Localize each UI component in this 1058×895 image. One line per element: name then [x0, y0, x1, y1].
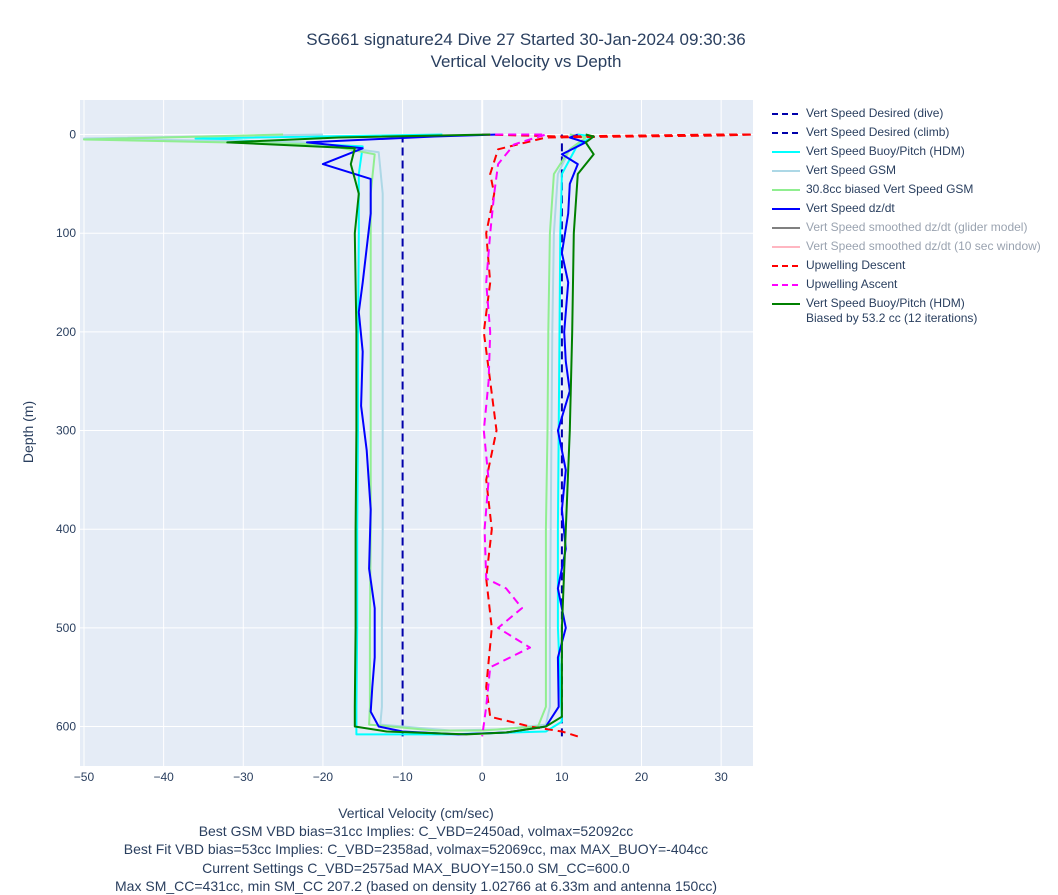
- y-tick-label: 400: [56, 522, 76, 536]
- legend-item[interactable]: Vert Speed Buoy/Pitch (HDM) Biased by 53…: [770, 296, 1041, 330]
- y-tick-label: 500: [56, 621, 76, 635]
- series-traces: [83, 133, 753, 738]
- x-tick-label: 30: [714, 770, 728, 784]
- note-line: Best Fit VBD bias=53cc Implies: C_VBD=23…: [123, 841, 709, 858]
- series-line-10: [226, 133, 595, 736]
- x-tick-labels: −50 −40 −30 −20 −10 0 10 20 30: [74, 770, 728, 784]
- legend-label: Upwelling Descent: [806, 258, 906, 272]
- y-tick-label: 600: [56, 720, 76, 734]
- x-tick-label: −40: [153, 770, 174, 784]
- legend-swatch: [772, 170, 800, 172]
- legend-item[interactable]: Vert Speed GSM: [770, 163, 1041, 182]
- note-line: Current Settings C_VBD=2575ad MAX_BUOY=1…: [202, 859, 630, 876]
- legend-swatch: [772, 113, 800, 115]
- x-tick-label: 10: [555, 770, 569, 784]
- legend-swatch: [772, 246, 800, 248]
- x-tick-label: −50: [74, 770, 95, 784]
- legend-item[interactable]: Vert Speed Desired (climb): [770, 125, 1041, 144]
- legend-label: Vert Speed GSM: [806, 163, 897, 177]
- legend-label: Vert Speed Desired (climb): [806, 125, 950, 139]
- legend-item[interactable]: Vert Speed smoothed dz/dt (10 sec window…: [770, 239, 1041, 258]
- legend-swatch: [772, 132, 800, 134]
- legend-item[interactable]: Vert Speed smoothed dz/dt (glider model): [770, 220, 1041, 239]
- legend-label: Vert Speed Buoy/Pitch (HDM): [806, 144, 965, 158]
- x-tick-label: −20: [313, 770, 334, 784]
- legend-swatch: [772, 265, 800, 267]
- y-tick-label: 0: [69, 128, 76, 142]
- legend-label: Vert Speed Desired (dive): [806, 106, 944, 120]
- legend-item[interactable]: Upwelling Descent: [770, 258, 1041, 277]
- note-line: Best GSM VBD bias=31cc Implies: C_VBD=24…: [198, 823, 634, 840]
- x-tick-label: −30: [233, 770, 254, 784]
- legend-label: 30.8cc biased Vert Speed GSM: [806, 182, 974, 196]
- legend-item[interactable]: Vert Speed Desired (dive): [770, 106, 1041, 125]
- legend-label: Vert Speed dz/dt: [806, 201, 895, 215]
- legend-item[interactable]: Vert Speed Buoy/Pitch (HDM): [770, 144, 1041, 163]
- series-line-9: [481, 133, 547, 737]
- y-tick-label: 200: [56, 325, 76, 339]
- x-tick-label: 0: [479, 770, 486, 784]
- legend-label: Vert Speed smoothed dz/dt (10 sec window…: [806, 239, 1041, 253]
- legend-swatch: [772, 303, 800, 305]
- y-tick-label: 300: [56, 424, 76, 438]
- note-line: Max SM_CC=431cc, min SM_CC 207.2 (based …: [115, 877, 717, 894]
- legend-swatch: [772, 151, 800, 153]
- chart-title: SG661 signature24 Dive 27 Started 30-Jan…: [0, 29, 1052, 73]
- y-tick-labels: 0 100 200 300 400 500 600: [56, 128, 76, 734]
- legend-label: Vert Speed Buoy/Pitch (HDM) Biased by 53…: [806, 296, 978, 325]
- plot-background: [80, 100, 753, 766]
- legend: Vert Speed Desired (dive) Vert Speed Desi…: [770, 106, 1041, 330]
- x-axis-and-notes: Vertical Velocity (cm/sec) Best GSM VBD …: [0, 804, 832, 895]
- legend-item[interactable]: Vert Speed dz/dt: [770, 201, 1041, 220]
- legend-swatch: [772, 284, 800, 286]
- legend-swatch: [772, 227, 800, 229]
- legend-item[interactable]: Upwelling Ascent: [770, 277, 1041, 296]
- legend-item[interactable]: 30.8cc biased Vert Speed GSM: [770, 182, 1041, 201]
- x-tick-label: 20: [635, 770, 649, 784]
- chart-subtitle-line: Vertical Velocity vs Depth: [430, 52, 622, 71]
- x-axis-label: Vertical Velocity (cm/sec): [338, 805, 494, 821]
- y-tick-label: 100: [56, 226, 76, 240]
- chart-title-line: SG661 signature24 Dive 27 Started 30-Jan…: [306, 30, 746, 49]
- legend-label: Vert Speed smoothed dz/dt (glider model): [806, 220, 1028, 234]
- x-tick-label: −10: [392, 770, 413, 784]
- legend-swatch: [772, 189, 800, 191]
- legend-swatch: [772, 208, 800, 210]
- legend-label: Upwelling Ascent: [806, 277, 898, 291]
